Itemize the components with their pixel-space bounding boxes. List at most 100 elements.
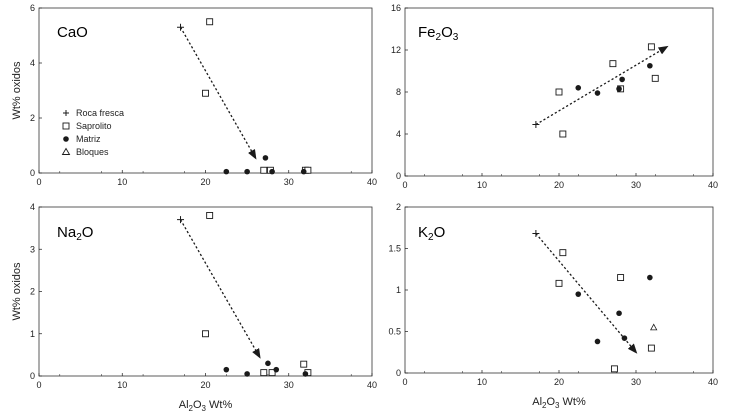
x-tick-label: 40 (367, 177, 377, 187)
x-tick-label: 30 (631, 180, 641, 190)
x-tick-label: 10 (117, 380, 127, 390)
x-tick-label: 30 (284, 380, 294, 390)
x-tick-label: 40 (708, 377, 718, 387)
y-tick-label: 16 (391, 3, 401, 13)
legend-label: Matriz (76, 134, 101, 144)
saprolito-point (202, 89, 209, 97)
saprolito-point (260, 369, 268, 377)
saprolito-point (202, 330, 209, 338)
chart-panel-cao: 0 10 20 30 40 0 2 4 6 CaO Wt% oxidos (11, 3, 377, 187)
saprolito-point (555, 279, 563, 287)
y-tick-label: 0 (396, 368, 401, 378)
y-tick-label: 8 (396, 87, 401, 97)
trend-arrow (179, 26, 257, 160)
panel-title-na2o: Na2O (57, 224, 93, 243)
matriz-point (594, 338, 601, 345)
x-tick-label: 40 (708, 180, 718, 190)
legend-label: Saprolito (76, 121, 112, 131)
trend-arrow (535, 45, 669, 126)
saprolito-point (651, 74, 659, 82)
y-tick-label: 2 (396, 202, 401, 212)
y-tick-label: 0 (30, 168, 35, 178)
matriz-point (616, 310, 622, 317)
roca-fresca-point (532, 230, 540, 238)
trend-arrow (179, 219, 261, 359)
matriz-point (244, 168, 250, 175)
matriz-point (262, 155, 269, 161)
saprolito-point (559, 130, 567, 138)
x-axis-label: Al2O3 Wt% (179, 399, 233, 412)
matriz-point (273, 366, 280, 373)
x-tick-label: 0 (402, 377, 407, 387)
y-tick-label: 4 (30, 202, 35, 212)
saprolito-point (647, 43, 655, 51)
legend-square-icon (62, 122, 70, 130)
matriz-point (265, 360, 271, 367)
y-tick-label: 0 (396, 171, 401, 181)
y-tick-label: 4 (396, 129, 401, 139)
x-tick-label: 10 (117, 177, 127, 187)
y-tick-label: 3 (30, 244, 35, 254)
matriz-point (223, 366, 230, 373)
panel-title-fe2o3: Fe2O3 (418, 24, 459, 43)
legend-plus-icon (63, 110, 69, 116)
matriz-point (300, 168, 307, 175)
roca-fresca-point (177, 216, 185, 224)
matriz-point (616, 86, 622, 92)
y-tick-label: 4 (30, 58, 35, 68)
y-tick-label: 1.5 (388, 244, 401, 254)
saprolito-point (300, 360, 308, 368)
matriz-point (619, 76, 625, 83)
roca-fresca-point (532, 121, 540, 129)
saprolito-point (610, 365, 618, 373)
y-tick-label: 12 (391, 45, 401, 55)
y-tick-label: 2 (30, 113, 35, 123)
matriz-point (302, 371, 309, 377)
x-axis-label: Al2O3 Wt% (532, 396, 586, 410)
matriz-point (621, 335, 628, 341)
x-tick-label: 20 (200, 380, 210, 390)
chart-panel-fe2o3: 0 10 20 30 40 0 4 8 12 16 Fe2O3 (391, 3, 718, 190)
saprolito-point (647, 344, 655, 352)
chart-panel-k2o: 0 10 20 30 40 0 0.5 1 1.5 2 K2O Al2O3 Wt% (388, 202, 718, 410)
saprolito-point (268, 369, 276, 377)
x-tick-label: 30 (284, 177, 294, 187)
x-tick-label: 10 (477, 377, 487, 387)
legend-label: Bloques (76, 147, 109, 157)
y-axis-label: Wt% oxidos (11, 262, 23, 321)
legend-label: Roca fresca (76, 108, 124, 118)
x-tick-label: 0 (36, 177, 41, 187)
matriz-point (594, 90, 601, 96)
y-tick-label: 2 (30, 287, 35, 297)
matriz-point (647, 274, 653, 281)
y-tick-label: 6 (30, 3, 35, 13)
x-tick-label: 20 (554, 180, 564, 190)
x-tick-label: 30 (631, 377, 641, 387)
panel-title-k2o: K2O (418, 224, 445, 243)
legend-circle-icon (63, 136, 69, 142)
y-tick-label: 1 (396, 285, 401, 295)
matriz-point (575, 85, 582, 91)
matriz-point (647, 62, 653, 69)
saprolito-point (559, 249, 567, 257)
x-tick-label: 0 (402, 180, 407, 190)
y-tick-label: 0.5 (388, 327, 401, 337)
panel-title-cao: CaO (57, 24, 88, 41)
matriz-point (244, 371, 250, 377)
saprolito-point (609, 60, 617, 68)
roca-fresca-point (177, 23, 185, 31)
saprolito-point (260, 166, 268, 174)
legend: Roca fresca Saprolito Matriz Bloques (61, 108, 124, 157)
x-tick-label: 40 (367, 380, 377, 390)
chart-panel-na2o: 0 10 20 30 40 0 1 2 3 4 Na2O Wt% oxidos Al2O3 Wt% (11, 202, 377, 412)
x-tick-label: 0 (36, 380, 41, 390)
bloques-point (650, 323, 658, 331)
y-tick-label: 0 (30, 371, 35, 381)
saprolito-point (206, 211, 214, 219)
x-tick-label: 20 (554, 377, 564, 387)
saprolito-point (617, 274, 625, 281)
saprolito-point (206, 18, 214, 26)
matriz-point (575, 291, 582, 297)
